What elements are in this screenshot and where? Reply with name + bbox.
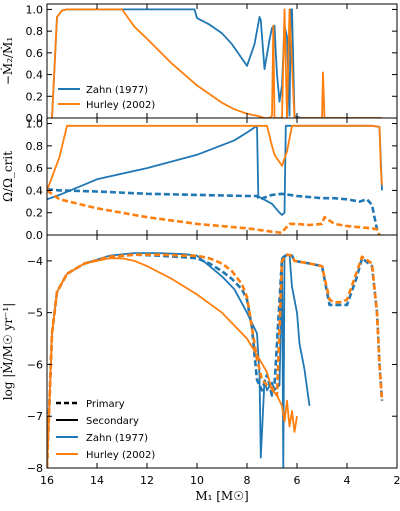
x-axis-label: M₁ [M☉] <box>195 489 248 503</box>
y-tick-label: 0.8 <box>26 140 44 153</box>
x-tick-label: 6 <box>294 474 301 487</box>
y-tick-label: 0.8 <box>26 25 44 38</box>
series-hurley-2002-primary <box>47 189 381 235</box>
y-tick-label: 0.2 <box>26 90 44 103</box>
panel-rotation: 0.0 0.2 0.4 0.6 0.8 1.0 Ω/Ω_crit <box>1 117 398 242</box>
legend-label-zahn-bottom: Zahn (1977) <box>86 433 148 444</box>
y-tick-label: 0.0 <box>26 112 44 125</box>
y-tick-label: −4 <box>27 255 43 268</box>
y-tick-label: 0.6 <box>26 162 44 175</box>
legend-label-hurley: Hurley (2002) <box>86 100 155 111</box>
y-tick-label: 1.0 <box>26 3 44 16</box>
y-axis-label: Ω/Ω_crit <box>1 151 15 202</box>
y-tick-label: −7 <box>27 410 43 423</box>
y-tick-label: −8 <box>27 462 43 475</box>
y-tick-label: 0.6 <box>26 47 44 60</box>
panel-mass-transfer-rate: −8 −7 −6 −5 −4 log |Ṁ/M☉ yr⁻¹| <box>0 234 398 475</box>
panel-frame <box>46 117 398 236</box>
x-tick-label: 4 <box>344 474 351 487</box>
x-tick-label: 12 <box>140 474 154 487</box>
y-tick-label: 0.4 <box>26 184 44 197</box>
series-hurley-2002 <box>51 8 382 118</box>
legend-bottom: Primary Secondary Zahn (1977) Hurley (20… <box>56 399 155 461</box>
legend-label-zahn: Zahn (1977) <box>86 85 148 96</box>
x-tick-label: 16 <box>40 474 54 487</box>
y-tick-label: 0.0 <box>26 229 44 242</box>
legend-label-secondary: Secondary <box>86 416 139 427</box>
y-axis-label: −Ṁ₂/Ṁ₁ <box>0 37 15 85</box>
x-axis: 16 14 12 10 8 6 4 2 <box>40 474 400 487</box>
y-tick-label: 1.0 <box>26 118 44 131</box>
x-tick-label: 14 <box>90 474 104 487</box>
x-tick-label: 10 <box>190 474 204 487</box>
y-tick-label: −5 <box>27 307 43 320</box>
series-hurley-2002-secondary <box>47 257 298 468</box>
y-tick-label: 0.2 <box>26 207 44 220</box>
y-axis-label: log |Ṁ/M☉ yr⁻¹| <box>0 303 15 401</box>
x-tick-label: 8 <box>244 474 251 487</box>
legend-label-primary: Primary <box>86 399 125 410</box>
y-tick-label: −6 <box>27 358 43 371</box>
y-tick-label: 0.4 <box>26 69 44 82</box>
series-zahn-1977-primary <box>47 188 381 235</box>
series-hurley-2002-primary <box>47 253 384 468</box>
series-hurley-2002-secondary <box>47 124 383 191</box>
legend-top: Zahn (1977) Hurley (2002) <box>58 85 155 111</box>
panel-mass-ratio: 0.0 0.2 0.4 0.6 0.8 1.0 −Ṁ₂/Ṁ₁ <box>0 3 398 125</box>
legend-label-hurley-bottom: Hurley (2002) <box>86 450 155 461</box>
x-tick-label: 2 <box>394 474 400 487</box>
panels: 0.0 0.2 0.4 0.6 0.8 1.0 −Ṁ₂/Ṁ₁ 0.0 0.2 0.4 0.6 0.8 1… <box>0 3 398 475</box>
panel-frame <box>46 234 398 469</box>
series-zahn-1977-secondary <box>47 124 383 216</box>
